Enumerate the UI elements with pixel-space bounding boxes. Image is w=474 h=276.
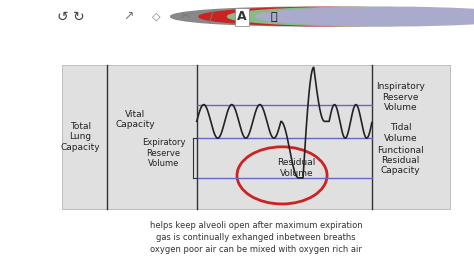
Text: helps keep alveoli open after maximum expiration: helps keep alveoli open after maximum ex… <box>150 221 362 230</box>
Circle shape <box>228 7 474 26</box>
Circle shape <box>171 7 436 26</box>
Text: Functional
Residual
Capacity: Functional Residual Capacity <box>377 146 424 175</box>
Text: Residual
Volume: Residual Volume <box>277 158 315 178</box>
Text: Vital
Capacity: Vital Capacity <box>115 110 155 129</box>
Circle shape <box>256 7 474 26</box>
Text: Expiratory
Reserve
Volume: Expiratory Reserve Volume <box>142 138 185 168</box>
Text: ✂: ✂ <box>180 12 190 22</box>
Text: ↺ ↻: ↺ ↻ <box>57 10 84 23</box>
Text: Total
Lung
Capacity: Total Lung Capacity <box>61 122 100 152</box>
Text: /: / <box>209 10 213 23</box>
Text: ◇: ◇ <box>152 12 160 22</box>
Text: oxygen poor air can be mixed with oxygen rich air: oxygen poor air can be mixed with oxygen… <box>150 245 362 254</box>
Text: 🖼: 🖼 <box>270 12 277 22</box>
Bar <box>62 65 450 209</box>
Text: Tidal
Volume: Tidal Volume <box>384 123 417 143</box>
Text: A: A <box>237 10 246 23</box>
Text: Inspiratory
Reserve
Volume: Inspiratory Reserve Volume <box>376 82 425 112</box>
Text: ↗: ↗ <box>123 10 134 23</box>
Circle shape <box>199 7 465 26</box>
Text: gas is continually exhanged inbetween breaths: gas is continually exhanged inbetween br… <box>156 233 356 242</box>
